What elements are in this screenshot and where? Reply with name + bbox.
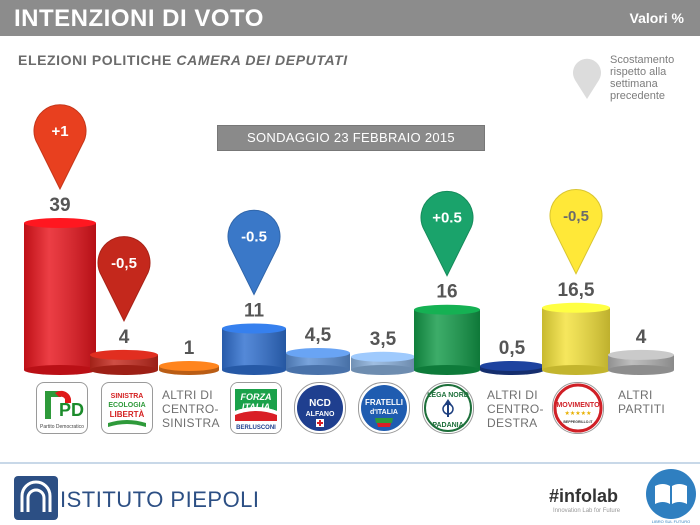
fi-logo-line2: ITALIA	[242, 402, 270, 412]
footer-brand: ISTITUTO PIEPOLI	[60, 487, 260, 512]
pd-logo-icon: PD Partito Democratico	[40, 390, 84, 430]
fi-logo-icon: FORZA ITALIA BERLUSCONI	[231, 383, 281, 433]
bar-altri-di-centro-destra	[480, 361, 544, 375]
change-pin-sinistra-ecologia-liberta: -0,5	[97, 236, 151, 323]
bar-fratelli-d-italia	[351, 351, 415, 375]
sel-logo-line2: ECOLOGIA	[108, 402, 145, 409]
label-altri-centro-sinistra: ALTRI DI CENTRO-SINISTRA	[162, 388, 222, 430]
bar-partito-democratico	[24, 218, 96, 375]
fdi-logo-line2: d'ITALIA	[370, 409, 398, 416]
sel-logo-line3: LIBERTÀ	[110, 410, 145, 419]
value-label-partito-democratico: 39	[49, 195, 70, 216]
book-logo-icon: LIBRO SUL FUTURO	[646, 469, 696, 524]
logo-ncd: NCD ALFANO	[294, 382, 346, 434]
subtitle-prefix: ELEZIONI POLITICHE	[18, 52, 177, 68]
change-label-movimento-5-stelle: -0,5	[563, 208, 589, 225]
logo-m5s: MOVIMENTO ★★★★★ BEPPEGRILLO.IT	[552, 382, 604, 434]
change-label-lega-nord-padania: +0.5	[432, 210, 462, 227]
lega-logo-icon: LEGA NORD PADANIA	[424, 384, 472, 432]
value-label-lega-nord-padania: 16	[436, 282, 457, 303]
value-label-sinistra-ecologia-liberta: 4	[119, 327, 130, 348]
fdi-logo-line1: FRATELLI	[365, 398, 403, 407]
sel-logo-icon: SINISTRA ECOLOGIA LIBERTÀ	[108, 393, 146, 427]
label-altri-partiti: ALTRI PARTITI	[618, 388, 670, 416]
logo-sel: SINISTRA ECOLOGIA LIBERTÀ	[101, 382, 153, 434]
value-label-movimento-5-stelle: 16,5	[558, 280, 595, 301]
bar-altri-di-centro-sinistra	[159, 361, 219, 375]
m5s-logo-line3: BEPPEGRILLO.IT	[563, 420, 593, 424]
lega-logo-line1: LEGA NORD	[427, 392, 469, 399]
bar-sinistra-ecologia-liberta	[90, 349, 158, 375]
page-title: INTENZIONI DI VOTO	[14, 5, 264, 32]
book-logo-label: LIBRO SUL FUTURO	[652, 519, 691, 524]
label-altri-partiti-text: ALTRI PARTITI	[618, 388, 665, 416]
value-label-altri-di-centro-sinistra: 1	[184, 338, 195, 359]
unit-label: Valori %	[629, 10, 684, 26]
bar-forza-italia	[222, 323, 286, 375]
m5s-logo-icon: MOVIMENTO ★★★★★ BEPPEGRILLO.IT	[553, 383, 603, 433]
bar-ncd-alfano	[286, 348, 350, 375]
bar-altri-partiti	[608, 349, 674, 375]
label-altri-cs-text: ALTRI DI CENTRO-SINISTRA	[162, 388, 220, 430]
label-altri-cd-text: ALTRI DI CENTRO-DESTRA	[487, 388, 544, 430]
change-pin-forza-italia: -0.5	[227, 209, 281, 296]
change-label-sinistra-ecologia-liberta: -0,5	[111, 255, 137, 272]
infolab-tag: #infolab	[549, 486, 619, 506]
sel-logo-line1: SINISTRA	[111, 393, 144, 400]
bar-movimento-5-stelle	[542, 302, 610, 375]
footer-divider	[0, 462, 700, 464]
legend-pin-icon	[573, 58, 601, 99]
value-label-ncd-alfano: 4,5	[305, 325, 332, 346]
value-label-forza-italia: 11	[244, 301, 265, 322]
ncd-logo-icon: NCD ALFANO	[297, 385, 343, 431]
piepoli-logo-icon	[14, 476, 58, 520]
logo-lega: LEGA NORD PADANIA	[422, 382, 474, 434]
change-label-partito-democratico: +1	[51, 123, 68, 140]
fdi-logo-icon: FRATELLI d'ITALIA	[361, 385, 407, 431]
pd-logo-sub: Partito Democratico	[40, 424, 84, 430]
lega-logo-line2: PADANIA	[432, 422, 463, 429]
change-pin-movimento-5-stelle: -0,5	[549, 189, 603, 275]
pd-logo-text: PD	[59, 400, 84, 420]
header-bar: INTENZIONI DI VOTO Valori %	[0, 0, 700, 36]
legend-text: Scostamento rispetto alla settimana prec…	[610, 54, 675, 102]
value-label-altri-di-centro-destra: 0,5	[499, 338, 526, 359]
label-altri-centro-destra: ALTRI DI CENTRO-DESTRA	[487, 388, 545, 430]
ncd-logo-line2: ALFANO	[306, 411, 335, 418]
value-label-fratelli-d-italia: 3,5	[370, 329, 397, 350]
logo-fdi: FRATELLI d'ITALIA	[358, 382, 410, 434]
change-label-forza-italia: -0.5	[241, 229, 267, 246]
fi-logo-line3: BERLUSCONI	[236, 425, 276, 431]
subtitle-italic: CAMERA DEI DEPUTATI	[176, 52, 348, 68]
bar-lega-nord-padania	[414, 304, 480, 375]
subtitle: ELEZIONI POLITICHE CAMERA DEI DEPUTATI	[18, 52, 348, 68]
survey-date-banner: SONDAGGIO 23 FEBBRAIO 2015	[217, 125, 485, 151]
value-label-altri-partiti: 4	[636, 327, 647, 348]
fi-logo-line1: FORZA	[241, 392, 272, 402]
infolab-subtitle: Innovation Lab for Future	[553, 508, 621, 514]
change-pin-lega-nord-padania: +0.5	[420, 190, 474, 277]
logo-pd: PD Partito Democratico	[36, 382, 88, 434]
logo-fi: FORZA ITALIA BERLUSCONI	[230, 382, 282, 434]
m5s-logo-line1: MOVIMENTO	[556, 402, 600, 409]
ncd-logo-line1: NCD	[309, 398, 331, 409]
change-pin-partito-democratico: +1	[33, 104, 87, 191]
m5s-logo-line2: ★★★★★	[565, 410, 592, 417]
